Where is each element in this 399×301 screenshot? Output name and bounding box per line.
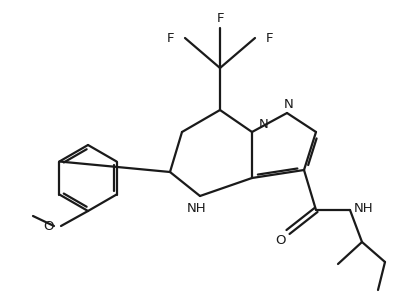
Text: N: N bbox=[259, 119, 269, 132]
Text: F: F bbox=[166, 32, 174, 45]
Text: NH: NH bbox=[187, 203, 207, 216]
Text: O: O bbox=[43, 221, 54, 234]
Text: F: F bbox=[216, 11, 224, 24]
Text: N: N bbox=[284, 98, 294, 110]
Text: NH: NH bbox=[354, 201, 374, 215]
Text: O: O bbox=[276, 234, 286, 247]
Text: F: F bbox=[266, 32, 273, 45]
